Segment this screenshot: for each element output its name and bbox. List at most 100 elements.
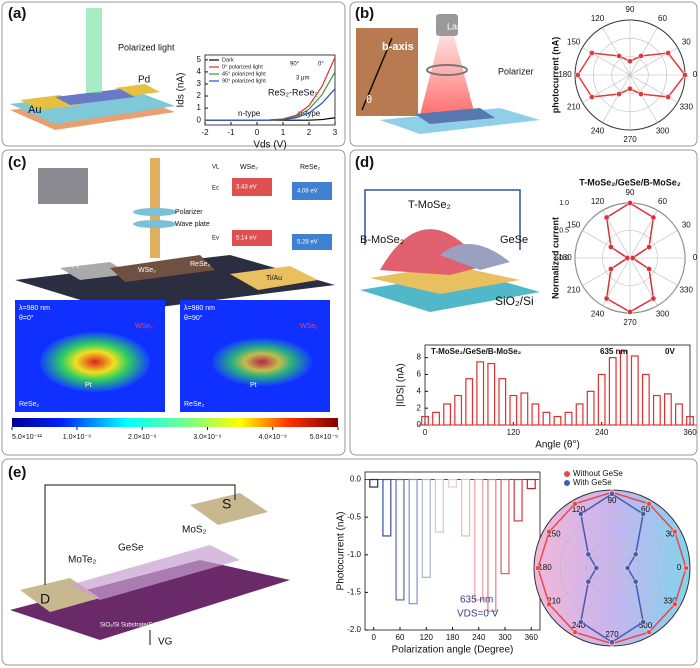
illustration-text: 3 μm xyxy=(296,76,309,82)
angle-label: 240 xyxy=(591,309,605,318)
angle-label: 150 xyxy=(567,38,581,47)
angle-label: 150 xyxy=(567,221,581,230)
angle-label: 30 xyxy=(682,38,691,47)
polar-point xyxy=(650,295,657,302)
circuit xyxy=(364,189,521,250)
illustration-text: n-type xyxy=(238,109,261,118)
polar-point xyxy=(671,528,678,535)
illustration-text: MoS₂ xyxy=(182,525,207,536)
legend-label: 0° polarized light xyxy=(222,64,263,70)
x-tick-label: 0 xyxy=(372,633,377,642)
x-tick-label: 180 xyxy=(446,633,460,642)
legend-label: With GeSe xyxy=(573,478,612,487)
polar-point xyxy=(609,491,615,497)
illustration-text: WSe₂ xyxy=(138,267,156,274)
x-tick-label: 120 xyxy=(420,633,434,642)
x-axis-label: Vds (V) xyxy=(253,140,286,151)
angle-label: 300 xyxy=(639,621,653,630)
illustration-text: ReSe₂ xyxy=(300,164,321,171)
illustration-text: Ti/Au xyxy=(266,275,282,282)
pulse xyxy=(630,355,639,426)
angle-grid xyxy=(611,528,680,569)
polar-point xyxy=(640,511,647,517)
pulse xyxy=(652,394,661,426)
polar-point xyxy=(577,511,584,517)
angle-label: 210 xyxy=(547,597,561,606)
pulse xyxy=(432,411,440,426)
illustration-text: GeSe xyxy=(500,234,528,246)
illustration-text: Au xyxy=(28,104,41,116)
illustration-text: 4.08 eV xyxy=(297,189,318,195)
angle-label: 60 xyxy=(658,14,667,23)
illustration-text: p-type xyxy=(298,109,321,118)
illustration-a xyxy=(10,8,175,130)
polar-point xyxy=(589,50,595,56)
y-axis-label: Normalized current xyxy=(550,217,560,299)
chart-title: T-MoSe₂/GeSe/B-MoSe₂ xyxy=(579,177,681,187)
angle-label: 240 xyxy=(591,126,605,135)
angle-label: 90 xyxy=(608,496,617,505)
polar-point xyxy=(574,72,581,78)
polar-point xyxy=(593,565,600,571)
illustration-text: 90° xyxy=(290,62,300,68)
legend-label: 90° polarized light xyxy=(222,78,266,84)
pulse xyxy=(509,394,518,426)
angle-label: 90 xyxy=(626,188,635,197)
angle-grid xyxy=(629,27,658,76)
pulse xyxy=(608,357,617,426)
pulse xyxy=(434,478,444,533)
angle-label: 330 xyxy=(680,103,694,112)
polar-point xyxy=(671,601,678,608)
colorbar xyxy=(12,418,338,427)
polar-point xyxy=(632,551,639,558)
panel-label: (a) xyxy=(8,5,26,22)
angle-label: 120 xyxy=(572,505,586,514)
x-tick-label: -2 xyxy=(201,128,209,137)
y-axis-label: Photocurrent (nA) xyxy=(336,512,347,591)
polar-point xyxy=(640,619,647,625)
pulse xyxy=(454,394,463,426)
illustration-text: b-axis xyxy=(382,41,414,53)
r-tick-label: 1.0 xyxy=(559,200,569,207)
pulse xyxy=(498,378,507,426)
pulse xyxy=(487,362,496,426)
electrode xyxy=(230,266,318,290)
angle-label: 270 xyxy=(623,135,637,144)
angle-label: 120 xyxy=(591,14,605,23)
illustration-text: Polarized light xyxy=(118,42,175,52)
angle-label: 90 xyxy=(626,5,635,14)
angle-label: 60 xyxy=(641,505,650,514)
colorbar-label: 2.0×10⁻⁹ xyxy=(128,434,156,441)
colorbar-label: 3.0×10⁻⁹ xyxy=(193,434,221,441)
x-tick-label: 3 xyxy=(333,128,338,137)
pulse xyxy=(553,415,562,426)
illustration-text: λ=980 nm xyxy=(184,305,215,312)
annotation: 635 nm xyxy=(460,595,493,606)
light-beam xyxy=(86,8,102,93)
pulse xyxy=(395,478,405,601)
illustration-text: SiO₂/Si xyxy=(495,294,534,308)
panel-frame xyxy=(1,458,698,666)
angle-label: 0 xyxy=(677,563,682,572)
flake xyxy=(415,108,495,124)
angle-grid xyxy=(544,528,613,569)
polar-point xyxy=(546,528,553,535)
pulse xyxy=(664,393,672,426)
angle-grid xyxy=(629,74,658,123)
axis-arrow xyxy=(361,37,393,111)
legend-label: Dark xyxy=(222,57,234,63)
angle-label: 240 xyxy=(572,621,586,630)
pulse xyxy=(443,403,451,426)
pulse xyxy=(421,415,429,426)
polar-point xyxy=(572,629,578,636)
annotation: 0V xyxy=(665,347,675,356)
polar-point xyxy=(646,266,652,272)
angle-label: 300 xyxy=(656,126,670,135)
colorbar-label: 1.0×10⁻⁹ xyxy=(63,434,91,441)
polar-point xyxy=(609,639,615,645)
angle-label: 270 xyxy=(623,318,637,327)
angle-label: 210 xyxy=(567,286,581,295)
polar-point xyxy=(603,295,610,302)
pulse xyxy=(461,478,471,537)
